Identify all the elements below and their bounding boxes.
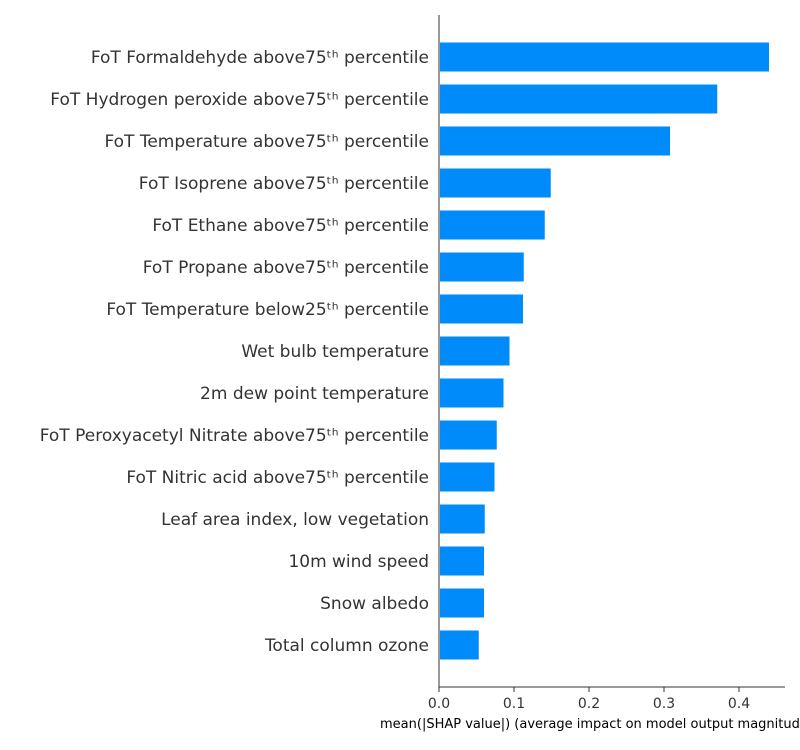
bar: [440, 588, 484, 618]
category-label: Wet bulb temperature: [241, 342, 429, 362]
category-label: FoT Temperature above75ᵗʰ percentile: [104, 132, 429, 152]
category-label: FoT Peroxyacetyl Nitrate above75ᵗʰ perce…: [40, 426, 429, 446]
category-label: FoT Nitric acid above75ᵗʰ percentile: [126, 468, 429, 488]
bar: [440, 168, 551, 198]
x-axis-title: mean(|SHAP value|) (average impact on mo…: [380, 717, 800, 732]
bar: [440, 546, 484, 576]
x-ticks: 0.0 0.1 0.2 0.3 0.4: [428, 687, 750, 712]
category-label: Total column ozone: [264, 636, 429, 656]
bar: [440, 84, 718, 114]
bar: [440, 462, 495, 492]
category-label: FoT Hydrogen peroxide above75ᵗʰ percenti…: [50, 90, 429, 110]
x-tick-label: 0.2: [578, 696, 600, 712]
bar: [440, 294, 523, 324]
category-label: FoT Isoprene above75ᵗʰ percentile: [139, 174, 429, 194]
bar: [440, 504, 485, 534]
category-label: 2m dew point temperature: [200, 384, 429, 404]
bar: [440, 378, 504, 408]
category-label: Snow albedo: [320, 594, 429, 614]
bar: [440, 42, 769, 72]
bar: [440, 210, 545, 240]
category-label: FoT Temperature below25ᵗʰ percentile: [106, 300, 429, 320]
bar: [440, 252, 524, 282]
x-tick-label: 0.0: [428, 696, 450, 712]
x-tick-label: 0.3: [653, 696, 675, 712]
x-tick-label: 0.4: [728, 696, 750, 712]
category-label: FoT Ethane above75ᵗʰ percentile: [152, 216, 429, 236]
bar: [440, 126, 670, 156]
bars-layer: [440, 42, 769, 660]
category-label: FoT Formaldehyde above75ᵗʰ percentile: [91, 48, 429, 68]
bar: [440, 420, 497, 450]
bar: [440, 336, 510, 366]
category-label: 10m wind speed: [288, 552, 429, 572]
bar: [440, 630, 479, 660]
x-tick-label: 0.1: [503, 696, 525, 712]
category-label: Leaf area index, low vegetation: [161, 510, 429, 530]
category-labels: FoT Formaldehyde above75ᵗʰ percentile FoT…: [40, 48, 429, 656]
category-label: FoT Propane above75ᵗʰ percentile: [143, 258, 429, 278]
